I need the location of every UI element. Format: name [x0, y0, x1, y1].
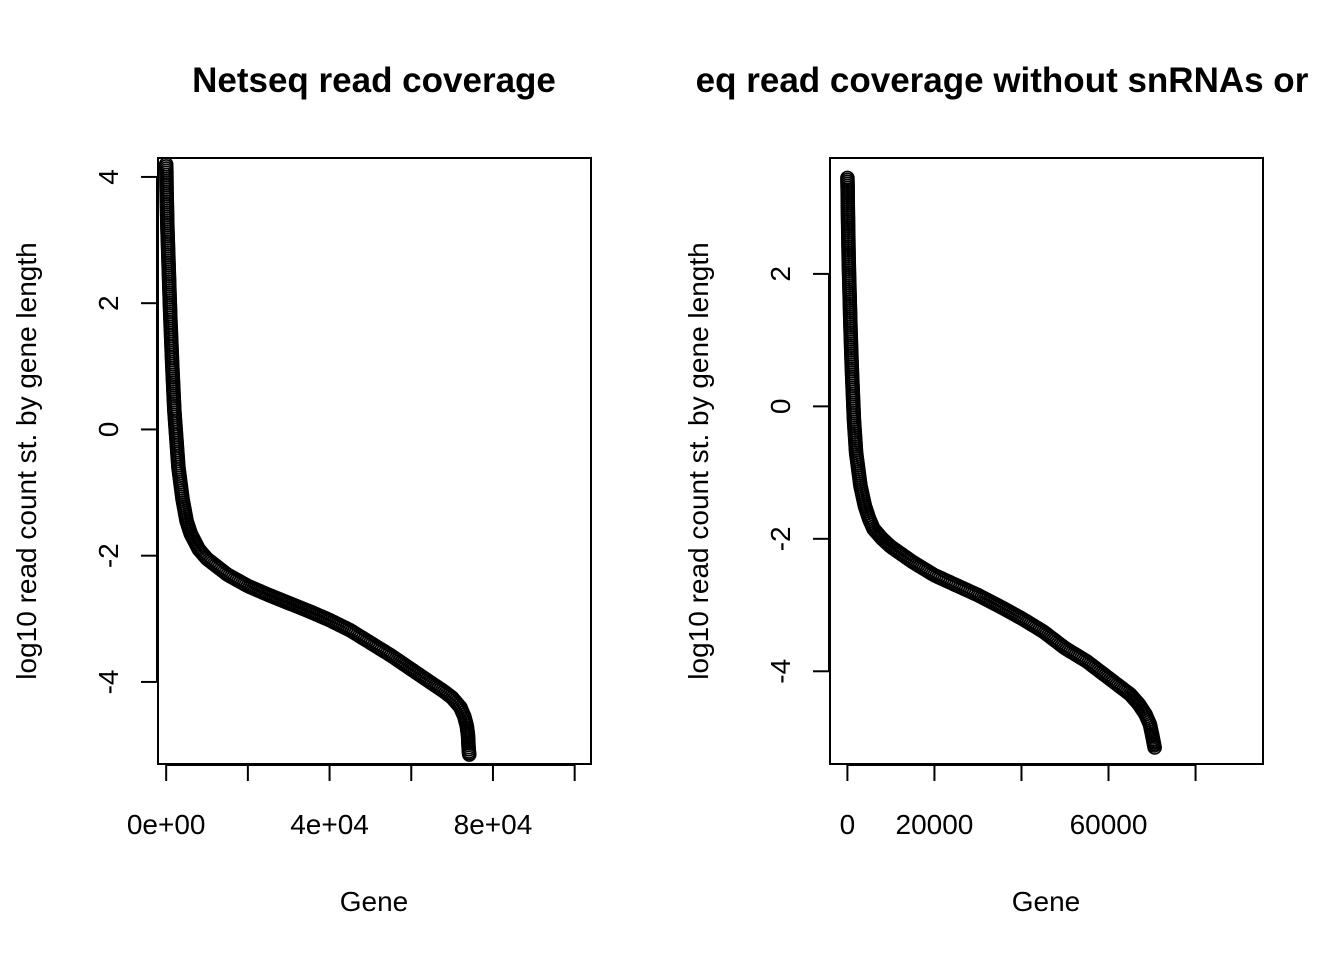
x-tick-label: 20000: [896, 809, 974, 840]
panel-1-points: [158, 157, 477, 762]
panel-2-points: [840, 170, 1162, 755]
y-tick-label: 2: [93, 295, 124, 311]
panel-2-x-label: Gene: [1012, 886, 1081, 917]
y-tick-label: 4: [93, 169, 124, 185]
y-tick-label: -4: [93, 669, 124, 694]
panel-2-title: eq read coverage without snRNAs or: [696, 61, 1309, 100]
x-tick-label: 8e+04: [454, 809, 533, 840]
panel-2: eq read coverage without snRNAs or 0 2000…: [683, 61, 1309, 917]
panel-1-y-axis: -4 -2 0 2 4: [93, 169, 158, 694]
x-tick-label: 60000: [1070, 809, 1148, 840]
panel-1-x-axis: 0e+00 4e+04 8e+04: [127, 764, 576, 840]
data-point: [1147, 740, 1162, 755]
panel-2-y-label: log10 read count st. by gene length: [683, 242, 714, 679]
x-tick-label: 4e+04: [290, 809, 369, 840]
panel-1-title: Netseq read coverage: [192, 61, 556, 100]
panel-1-plot-frame: [157, 157, 592, 765]
panel-1-x-label: Gene: [340, 886, 409, 917]
y-tick-label: -2: [93, 543, 124, 568]
x-tick-label: 0e+00: [127, 809, 206, 840]
panel-1-y-label: log10 read count st. by gene length: [11, 242, 42, 679]
panel-2-x-axis: 0 20000 60000: [840, 764, 1197, 840]
x-tick-label: 0: [840, 809, 856, 840]
y-tick-label: 0: [765, 399, 796, 415]
data-point: [461, 747, 477, 762]
panel-2-y-axis: -4 -2 0 2: [765, 266, 830, 684]
y-tick-label: 2: [765, 266, 796, 282]
panel-2-plot-frame: [829, 157, 1264, 765]
panel-1: Netseq read coverage 0e+00 4e+04 8e+04 -4-…: [11, 61, 592, 917]
y-tick-label: 0: [93, 422, 124, 438]
y-tick-label: -2: [765, 526, 796, 551]
y-tick-label: -4: [765, 659, 796, 684]
